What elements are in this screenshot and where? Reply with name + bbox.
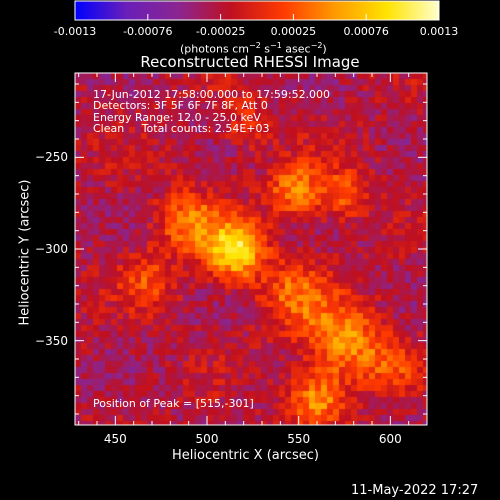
x-tick-label: 500	[195, 432, 219, 446]
colorbar-tick-label: -0.0013	[53, 25, 97, 38]
annotation-detectors: Detectors: 3F 5F 6F 7F 8F, Att 0	[93, 99, 268, 112]
x-tick-label: 600	[378, 432, 402, 446]
chart-title: Reconstructed RHESSI Image	[140, 53, 360, 71]
y-axis-label: Heliocentric Y (arcsec)	[17, 179, 33, 326]
y-tick-label: −300	[35, 242, 68, 256]
x-tick-label: 450	[103, 432, 127, 446]
timestamp: 11-May-2022 17:27	[351, 483, 479, 498]
colorbar-tick-label: 0.00025	[270, 25, 317, 38]
x-axis-label: Heliocentric X (arcsec)	[172, 448, 319, 463]
colorbar-tick-label: 0.0013	[419, 25, 459, 38]
colorbar-tick-label: 0.00076	[343, 25, 389, 38]
annotation-time: 17-Jun-2012 17:58:00.000 to 17:59:52.000	[93, 88, 331, 101]
annotation-clean: Clean Total counts: 2.54E+03	[93, 122, 270, 135]
colorbar-tick-label: -0.00076	[123, 25, 173, 38]
annotation-peak: Position of Peak = [515,-301]	[93, 397, 254, 410]
x-tick-label: 550	[287, 432, 311, 446]
colorbar-gradient	[74, 0, 440, 21]
annotation-energy: Energy Range: 12.0 - 25.0 keV	[93, 111, 261, 124]
heatmap-image	[75, 73, 427, 425]
colorbar-tick-label: -0.00025	[195, 25, 246, 38]
y-tick-label: −250	[35, 150, 68, 165]
colorbar	[74, 0, 440, 21]
y-tick-label: −350	[35, 333, 68, 348]
colorbar-unit-label: (photons cm−2 s−1 asec−2)	[180, 41, 327, 56]
